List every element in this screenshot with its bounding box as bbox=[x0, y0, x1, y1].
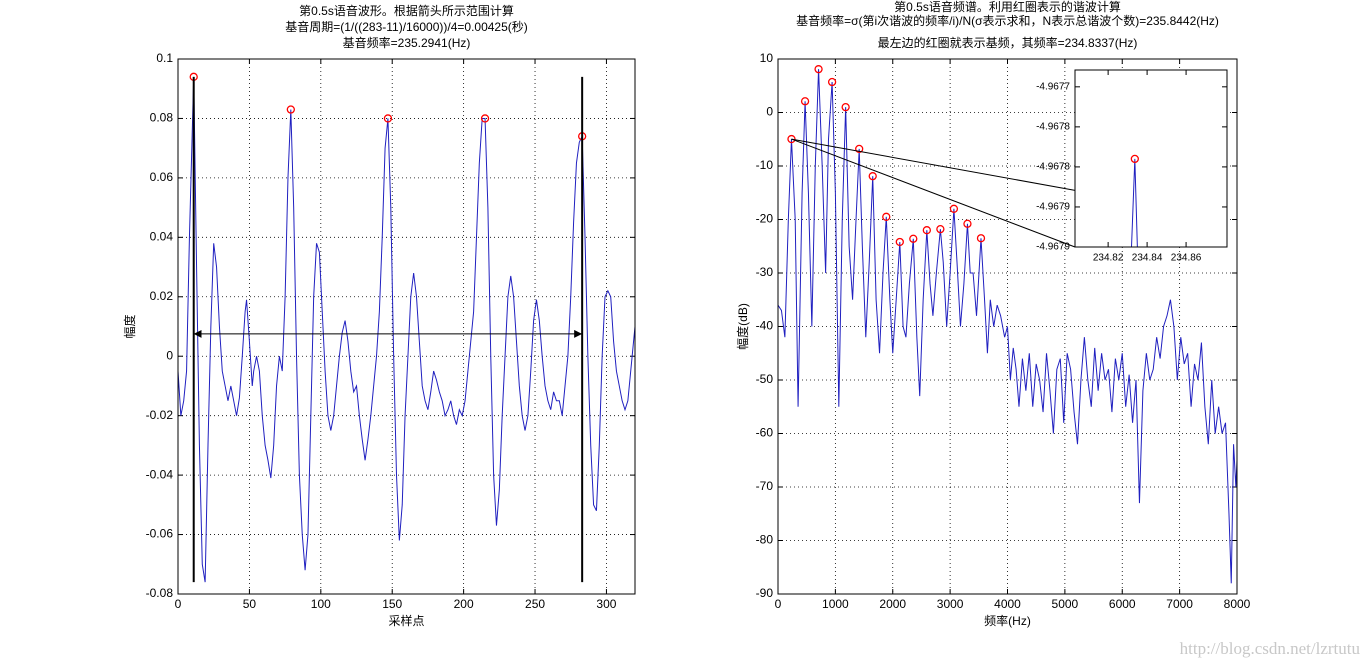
x-tick-label: 1000 bbox=[822, 597, 849, 611]
x-tick-label: 6000 bbox=[1109, 597, 1136, 611]
chart-title: 第0.5s语音波形。根据箭头所示范围计算 bbox=[299, 3, 514, 18]
axes-box bbox=[777, 58, 1238, 595]
x-tick-label: 0 bbox=[175, 597, 182, 611]
y-axis-label: 幅度 bbox=[122, 314, 137, 338]
waveform-line bbox=[177, 76, 636, 583]
x-tick-label: 100 bbox=[311, 597, 331, 611]
peak-marker bbox=[827, 77, 837, 87]
y-tick-label: -0.04 bbox=[146, 467, 174, 481]
axes-box bbox=[1074, 69, 1228, 248]
y-tick-label: 0.02 bbox=[150, 289, 174, 303]
x-tick-label: 2000 bbox=[879, 597, 906, 611]
peak-marker bbox=[855, 144, 864, 154]
zoom-connector bbox=[791, 138, 1076, 191]
peak-marker bbox=[800, 97, 810, 106]
y-tick-label: -0.06 bbox=[146, 527, 174, 541]
peak-marker bbox=[895, 237, 904, 247]
x-tick-label: 234.86 bbox=[1171, 253, 1202, 264]
x-tick-label: 250 bbox=[525, 597, 545, 611]
chart-title: 基音频率=σ(第i次谐波的频率/i)/N(σ表示求和，N表示总谐波个数)=235… bbox=[796, 13, 1219, 28]
peak-marker bbox=[868, 172, 877, 181]
y-tick-label: -90 bbox=[756, 586, 774, 600]
y-tick-label: -50 bbox=[756, 372, 774, 386]
chart-title: 最左边的红圈就表示基频，其频率=234.8337(Hz) bbox=[878, 35, 1138, 50]
peak-marker bbox=[882, 212, 891, 221]
y-tick-label: 10 bbox=[760, 51, 774, 65]
y-tick-label: 0.06 bbox=[150, 170, 174, 184]
peak-marker bbox=[814, 65, 823, 74]
peak-marker bbox=[787, 134, 796, 144]
peak-marker bbox=[480, 114, 490, 123]
x-tick-label: 8000 bbox=[1224, 597, 1251, 611]
y-tick-label: -30 bbox=[756, 265, 774, 279]
chart-title: 基音频率=235.2941(Hz) bbox=[343, 35, 471, 50]
peak-marker bbox=[383, 114, 393, 123]
y-tick-label: 0.08 bbox=[150, 111, 174, 125]
y-tick-label: -20 bbox=[756, 212, 774, 226]
peak-marker bbox=[963, 219, 972, 228]
x-tick-label: 3000 bbox=[937, 597, 964, 611]
y-tick-label: 0.1 bbox=[156, 51, 173, 65]
x-tick-label: 234.82 bbox=[1093, 253, 1124, 264]
y-tick-label: -40 bbox=[756, 319, 774, 333]
waveform-line bbox=[777, 69, 1238, 584]
y-tick-label: -80 bbox=[756, 533, 774, 547]
y-tick-label: 0 bbox=[766, 105, 773, 119]
watermark: http://blog.csdn.net/lzrtutu bbox=[1180, 639, 1361, 658]
x-tick-label: 4000 bbox=[994, 597, 1021, 611]
y-tick-label: -0.02 bbox=[146, 408, 174, 422]
peak-marker bbox=[976, 234, 986, 243]
y-tick-label: 0.04 bbox=[150, 230, 174, 244]
chart-title: 第0.5s语音频谱。利用红圈表示的谐波计算 bbox=[894, 0, 1121, 14]
plot-area bbox=[1075, 70, 1227, 247]
y-tick-label: -4.9679 bbox=[1036, 242, 1070, 253]
peak-marker bbox=[909, 234, 918, 243]
y-axis-label: 幅度(dB) bbox=[735, 303, 750, 350]
zoom-connector bbox=[791, 138, 1076, 248]
x-tick-label: 150 bbox=[382, 597, 402, 611]
peak-marker bbox=[1130, 154, 1139, 164]
y-tick-label: -70 bbox=[756, 479, 774, 493]
x-tick-label: 0 bbox=[775, 597, 782, 611]
plot-area bbox=[178, 59, 635, 594]
y-tick-label: -10 bbox=[756, 158, 774, 172]
y-tick-label: -4.9679 bbox=[1036, 202, 1070, 213]
axes-box bbox=[177, 58, 636, 595]
y-tick-label: -60 bbox=[756, 426, 774, 440]
x-tick-label: 50 bbox=[243, 597, 257, 611]
y-tick-label: -4.9678 bbox=[1036, 122, 1070, 133]
peak-marker bbox=[286, 105, 295, 114]
y-tick-label: -4.9678 bbox=[1036, 162, 1070, 173]
peak-marker bbox=[922, 226, 931, 235]
x-tick-label: 234.84 bbox=[1132, 253, 1163, 264]
x-tick-label: 5000 bbox=[1052, 597, 1079, 611]
peak-marker bbox=[936, 224, 945, 234]
peak-marker bbox=[949, 204, 959, 213]
y-tick-label: -0.08 bbox=[146, 586, 174, 600]
x-tick-label: 200 bbox=[454, 597, 474, 611]
x-tick-label: 300 bbox=[596, 597, 616, 611]
x-tick-label: 7000 bbox=[1166, 597, 1193, 611]
x-axis-label: 频率(Hz) bbox=[984, 613, 1031, 628]
peak-marker bbox=[841, 103, 850, 112]
x-axis-label: 采样点 bbox=[388, 613, 424, 628]
y-tick-label: -4.9677 bbox=[1036, 81, 1070, 92]
chart-title: 基音周期=(1/((283-11)/16000))/4=0.00425(秒) bbox=[285, 19, 528, 34]
y-tick-label: 0 bbox=[166, 348, 173, 362]
